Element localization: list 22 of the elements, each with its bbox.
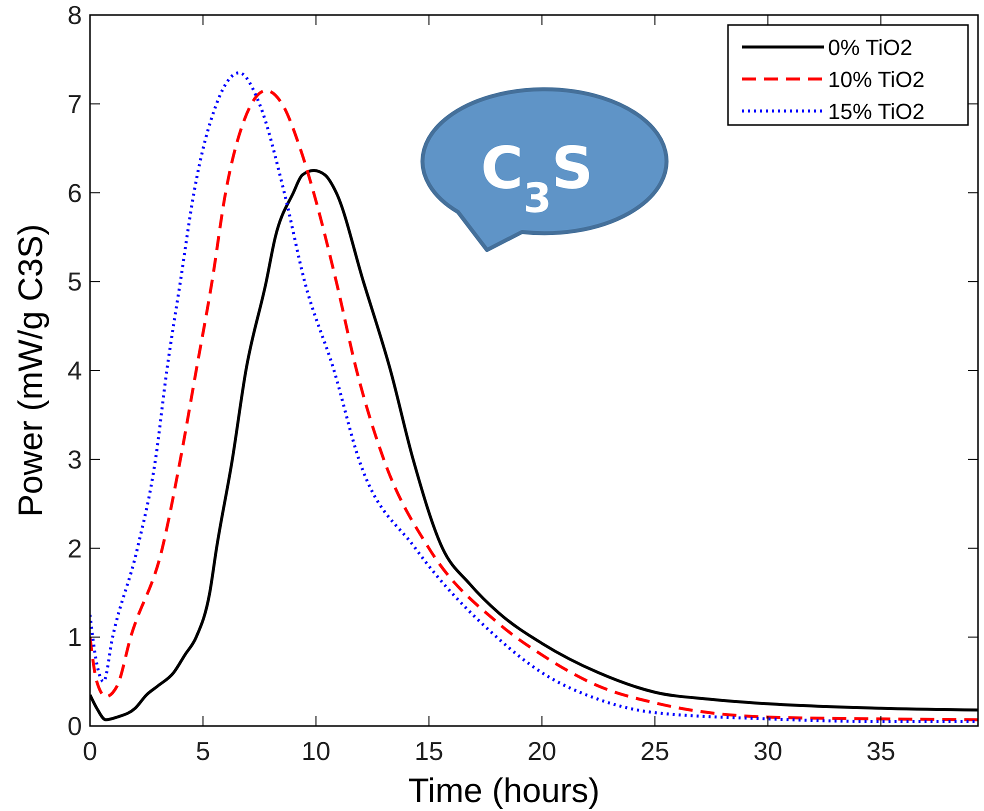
x-tick-label: 15: [414, 736, 444, 766]
y-tick-label: 4: [68, 356, 82, 386]
y-tick-label: 8: [68, 0, 82, 30]
y-tick-label: 2: [68, 533, 82, 564]
legend-label: 0% TiO2: [828, 35, 912, 60]
y-axis-title: Power (mW/g C3S): [12, 224, 50, 517]
annotation: C$_{3}$S: [480, 134, 594, 222]
x-tick-label: 30: [753, 736, 782, 766]
x-tick-label: 20: [527, 736, 556, 766]
x-tick-label: 35: [866, 736, 896, 766]
x-tick-label: 5: [196, 736, 210, 766]
legend-label: 10% TiO2: [828, 67, 925, 92]
legend-label: 15% TiO2: [828, 99, 925, 124]
y-tick-label: 3: [68, 444, 82, 474]
y-tick-label: 5: [68, 266, 82, 297]
y-tick-label: 7: [68, 88, 82, 119]
y-tick-label: 1: [68, 622, 82, 652]
x-tick-label: 25: [640, 736, 670, 766]
y-tick-label: 0: [68, 711, 82, 741]
y-tick-label: 6: [68, 178, 82, 208]
x-axis-title: Time (hours): [408, 772, 600, 810]
x-tick-label: 10: [301, 736, 330, 766]
